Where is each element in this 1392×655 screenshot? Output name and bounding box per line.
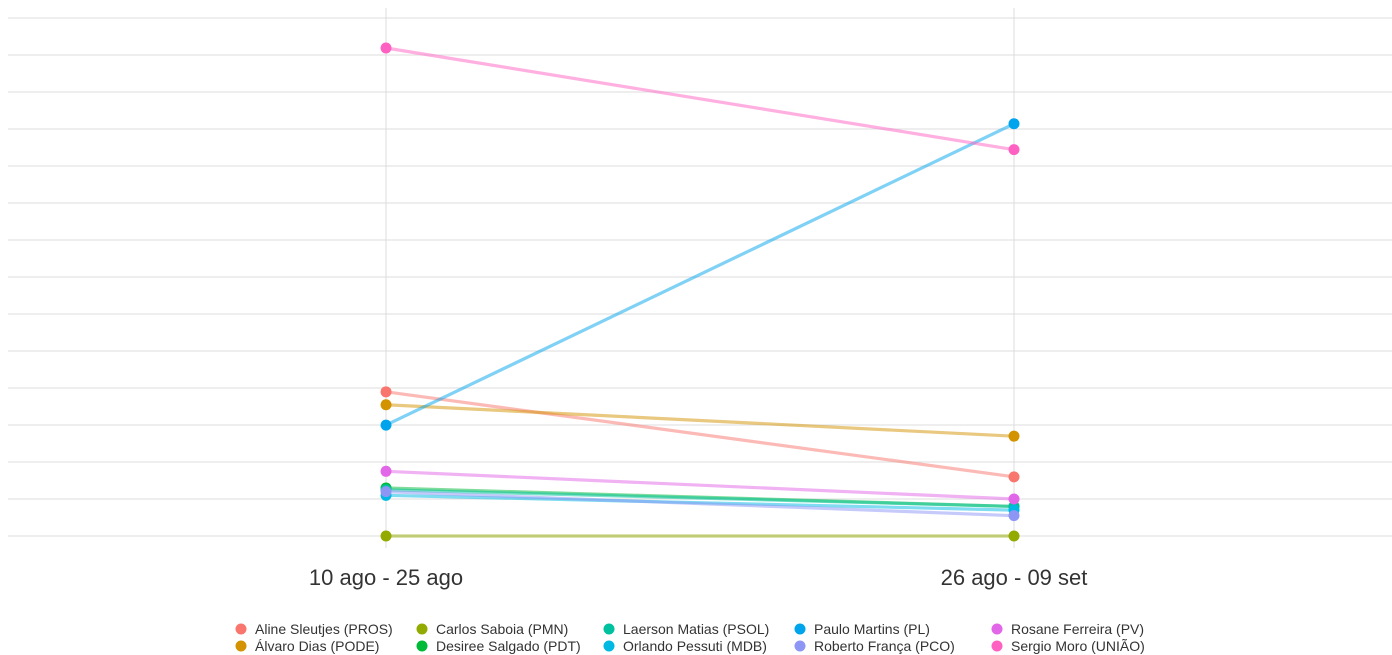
legend-key [991, 623, 1003, 635]
data-point-aline-sleutjes-pros [380, 386, 392, 398]
series-lines [384, 46, 1016, 538]
legend-item-aline-sleutjes-pros: Aline Sleutjes (PROS) [235, 621, 393, 637]
legend-label: Carlos Saboia (PMN) [436, 621, 568, 637]
data-point-sergio-moro-uniao [380, 42, 392, 54]
legend-label: Álvaro Dias (PODE) [255, 638, 379, 654]
legend-label: Roberto França (PCO) [814, 638, 955, 654]
legend-key [235, 623, 247, 635]
data-point-aline-sleutjes-pros [1008, 471, 1020, 483]
series-line-aline-sleutjes-pros [384, 390, 1016, 479]
legend-item-alvaro-dias-pode: Álvaro Dias (PODE) [235, 638, 379, 654]
data-point-paulo-martins-pl [380, 419, 392, 431]
series-line-roberto-franca-pco [384, 490, 1016, 518]
legend-item-sergio-moro-uniao: Sergio Moro (UNIÃO) [991, 638, 1145, 654]
series-line-rosane-ferreira-pv [384, 469, 1016, 501]
legend-label: Sergio Moro (UNIÃO) [1011, 638, 1145, 654]
data-point-sergio-moro-uniao [1008, 144, 1020, 156]
data-point-rosane-ferreira-pv [1008, 493, 1020, 505]
series-line-paulo-martins-pl [384, 122, 1016, 427]
legend-key [603, 623, 615, 635]
legend-item-laerson-matias-psol: Laerson Matias (PSOL) [603, 621, 769, 637]
legend-key [991, 640, 1003, 652]
data-point-roberto-franca-pco [380, 486, 392, 498]
legend-label: Aline Sleutjes (PROS) [255, 621, 393, 637]
legend-label: Paulo Martins (PL) [814, 621, 930, 637]
data-point-alvaro-dias-pode [380, 399, 392, 411]
x-axis-ticks: 10 ago - 25 ago 26 ago - 09 set [309, 565, 1087, 590]
legend-key [235, 640, 247, 652]
legend-key [794, 623, 806, 635]
data-point-carlos-saboia-pmn [1008, 530, 1020, 542]
series-line-laerson-matias-psol [384, 488, 1016, 509]
data-point-roberto-franca-pco [1008, 510, 1020, 522]
legend-key [794, 640, 806, 652]
legend-key [603, 640, 615, 652]
legend-label: Rosane Ferreira (PV) [1011, 621, 1144, 637]
legend-item-roberto-franca-pco: Roberto França (PCO) [794, 638, 955, 654]
data-point-rosane-ferreira-pv [380, 465, 392, 477]
series-line-alvaro-dias-pode [384, 403, 1016, 438]
legend-item-carlos-saboia-pmn: Carlos Saboia (PMN) [416, 621, 568, 637]
legend: Aline Sleutjes (PROS)Álvaro Dias (PODE) C… [235, 621, 1145, 654]
legend-key [416, 623, 428, 635]
legend-item-desiree-salgado-pdt: Desiree Salgado (PDT) [416, 638, 581, 654]
gridlines [8, 8, 1392, 548]
x-tick-label: 10 ago - 25 ago [309, 565, 463, 590]
data-point-paulo-martins-pl [1008, 118, 1020, 130]
legend-item-paulo-martins-pl: Paulo Martins (PL) [794, 621, 930, 637]
data-point-carlos-saboia-pmn [380, 530, 392, 542]
legend-item-rosane-ferreira-pv: Rosane Ferreira (PV) [991, 621, 1144, 637]
legend-item-orlando-pessuti-mdb: Orlando Pessuti (MDB) [603, 638, 767, 654]
legend-label: Desiree Salgado (PDT) [436, 638, 581, 654]
legend-label: Orlando Pessuti (MDB) [623, 638, 767, 654]
series-line-sergio-moro-uniao [384, 46, 1016, 152]
legend-key [416, 640, 428, 652]
x-tick-label: 26 ago - 09 set [941, 565, 1088, 590]
series-points [380, 42, 1020, 542]
data-point-alvaro-dias-pode [1008, 430, 1020, 442]
legend-label: Laerson Matias (PSOL) [623, 621, 769, 637]
